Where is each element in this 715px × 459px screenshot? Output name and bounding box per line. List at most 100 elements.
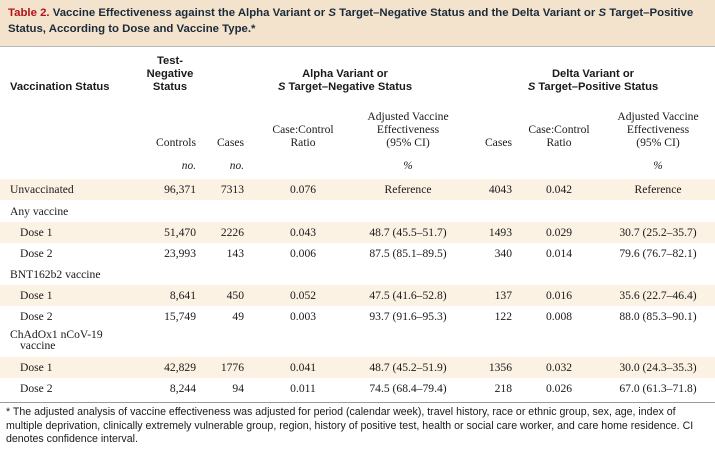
- cell-delta-cases: 340: [494, 247, 512, 260]
- row-label: Unvaccinated: [10, 183, 74, 196]
- header-test-negative-line3: Status: [152, 81, 188, 93]
- table-footnote: * The adjusted analysis of vaccine effec…: [6, 406, 694, 445]
- table-row: Dose 2 23,993 143 0.006 87.5 (85.1–89.5)…: [0, 243, 715, 264]
- cell-controls: 8,641: [169, 289, 196, 302]
- header-delta-ratio-line1: Case:Control: [528, 123, 590, 136]
- header-alpha-ave-line1: Adjusted Vaccine: [367, 110, 449, 123]
- header-cases: Cases: [216, 136, 244, 149]
- cell-cases: 7313: [220, 183, 244, 196]
- header-alpha-rest: Target–Negative Status: [285, 81, 413, 93]
- cell-alpha-ratio: 0.076: [289, 183, 317, 196]
- cell-delta-cases: 218: [494, 382, 512, 395]
- table-row: Dose 1 51,470 2226 0.043 48.7 (45.5–51.7…: [0, 222, 715, 243]
- cell-cases: 1776: [220, 361, 244, 374]
- cell-delta-ave: 67.0 (61.3–71.8): [619, 382, 697, 395]
- header-delta-cases: Cases: [484, 136, 512, 149]
- cell-delta-ave: 88.0 (85.3–90.1): [619, 310, 697, 323]
- title-seg-1: S: [328, 7, 336, 19]
- unit-alpha-ave: %: [403, 160, 413, 172]
- row-label: Dose 1: [20, 226, 53, 239]
- header-delta-group: Delta Variant or S Target–Positive Statu…: [508, 68, 678, 94]
- cell-alpha-ave: 93.7 (91.6–95.3): [369, 310, 447, 323]
- cell-controls: 96,371: [164, 183, 196, 196]
- cell-delta-ave: Reference: [634, 183, 682, 196]
- title-seg-3: S: [598, 7, 607, 19]
- row-label: Dose 2: [20, 310, 53, 323]
- table-label: Table 2.: [8, 7, 50, 19]
- header-alpha-s: S: [277, 81, 286, 93]
- cell-delta-cases: 137: [494, 289, 512, 302]
- header-delta-ratio: Case:Control Ratio: [514, 123, 604, 149]
- header-delta-line1: Delta Variant or: [551, 68, 635, 80]
- cell-delta-ave: 30.7 (25.2–35.7): [619, 226, 697, 239]
- cell-delta-ave: 30.0 (24.3–35.3): [619, 361, 697, 374]
- cell-delta-ratio: 0.042: [545, 183, 573, 196]
- unit-controls: no.: [181, 160, 196, 172]
- title-seg-2: Target–Negative Status and the Delta Var…: [335, 7, 599, 19]
- cell-controls: 15,749: [164, 310, 196, 323]
- row-label: Any vaccine: [10, 205, 69, 218]
- cell-delta-ratio: 0.014: [545, 247, 573, 260]
- bottom-rule: [0, 402, 715, 403]
- top-rule: [0, 46, 715, 47]
- row-label: ChAdOx1 nCoV-19: [10, 328, 103, 341]
- header-controls: Controls: [156, 136, 196, 149]
- cell-controls: 51,470: [164, 226, 196, 239]
- unit-cases: no.: [229, 160, 244, 172]
- cell-alpha-ave: 47.5 (41.6–52.8): [369, 289, 447, 302]
- cell-delta-cases: 122: [494, 310, 512, 323]
- cell-cases: 2226: [220, 226, 244, 239]
- header-vaccination-status: Vaccination Status: [10, 81, 110, 93]
- cell-delta-ratio: 0.016: [545, 289, 573, 302]
- table-row: Dose 1 42,829 1776 0.041 48.7 (45.2–51.9…: [0, 357, 715, 378]
- cell-controls: 42,829: [164, 361, 196, 374]
- header-delta-ave-line2: Effectiveness: [626, 123, 690, 136]
- cell-delta-ratio: 0.026: [545, 382, 573, 395]
- cell-cases: 49: [232, 310, 244, 323]
- header-alpha-line2: S Target–Negative Status: [260, 81, 430, 94]
- header-alpha-ratio-line2: Ratio: [290, 136, 316, 149]
- header-delta-s: S: [527, 81, 536, 93]
- header-test-negative-status: Test- Negative Status: [130, 55, 210, 94]
- table-row: BNT162b2 vaccine: [0, 264, 715, 285]
- cell-delta-cases: 1356: [488, 361, 512, 374]
- table-row: Unvaccinated 96,371 7313 0.076 Reference…: [0, 179, 715, 200]
- cell-delta-ratio: 0.032: [545, 361, 573, 374]
- header-alpha-ave: Adjusted Vaccine Effectiveness (95% CI): [352, 110, 464, 149]
- row-label: BNT162b2 vaccine: [10, 268, 101, 281]
- row-label: Dose 2: [20, 382, 53, 395]
- header-delta-rest: Target–Positive Status: [535, 81, 659, 93]
- cell-delta-cases: 1493: [488, 226, 512, 239]
- header-delta-line2: S Target–Positive Status: [508, 81, 678, 94]
- row-label: Dose 1: [20, 289, 53, 302]
- cell-alpha-ratio: 0.041: [289, 361, 317, 374]
- header-delta-ave: Adjusted Vaccine Effectiveness (95% CI): [604, 110, 712, 149]
- cell-cases: 143: [226, 247, 244, 260]
- table-row: Dose 2 8,244 94 0.011 74.5 (68.4–79.4) 2…: [0, 378, 715, 399]
- cell-alpha-ratio: 0.043: [289, 226, 317, 239]
- cell-alpha-ave: Reference: [384, 183, 432, 196]
- table-row: Any vaccine: [0, 201, 715, 222]
- cell-controls: 23,993: [164, 247, 196, 260]
- table-row: ChAdOx1 nCoV-19: [0, 326, 715, 341]
- cell-alpha-ave: 87.5 (85.1–89.5): [369, 247, 447, 260]
- cell-alpha-ave: 48.7 (45.2–51.9): [369, 361, 447, 374]
- cell-delta-ratio: 0.029: [545, 226, 573, 239]
- unit-delta-ave: %: [653, 160, 663, 172]
- row-label: vaccine: [20, 339, 56, 352]
- header-alpha-ratio-line1: Case:Control: [272, 123, 334, 136]
- cell-delta-ratio: 0.008: [545, 310, 573, 323]
- header-test-negative-line2: Negative: [146, 68, 194, 80]
- header-alpha-ave-line2: Effectiveness: [376, 123, 440, 136]
- cell-controls: 8,244: [169, 382, 196, 395]
- cell-delta-ave: 79.6 (76.7–82.1): [619, 247, 697, 260]
- header-delta-ave-line1: Adjusted Vaccine: [617, 110, 699, 123]
- cell-cases: 94: [232, 382, 244, 395]
- header-test-negative-line1: Test-: [157, 55, 183, 67]
- cell-cases: 450: [226, 289, 244, 302]
- header-alpha-group: Alpha Variant or S Target–Negative Statu…: [260, 68, 430, 94]
- table-title: Table 2. Vaccine Effectiveness against t…: [0, 0, 715, 46]
- title-seg-0: Vaccine Effectiveness against the Alpha …: [49, 7, 329, 19]
- table-row: Dose 1 8,641 450 0.052 47.5 (41.6–52.8) …: [0, 285, 715, 306]
